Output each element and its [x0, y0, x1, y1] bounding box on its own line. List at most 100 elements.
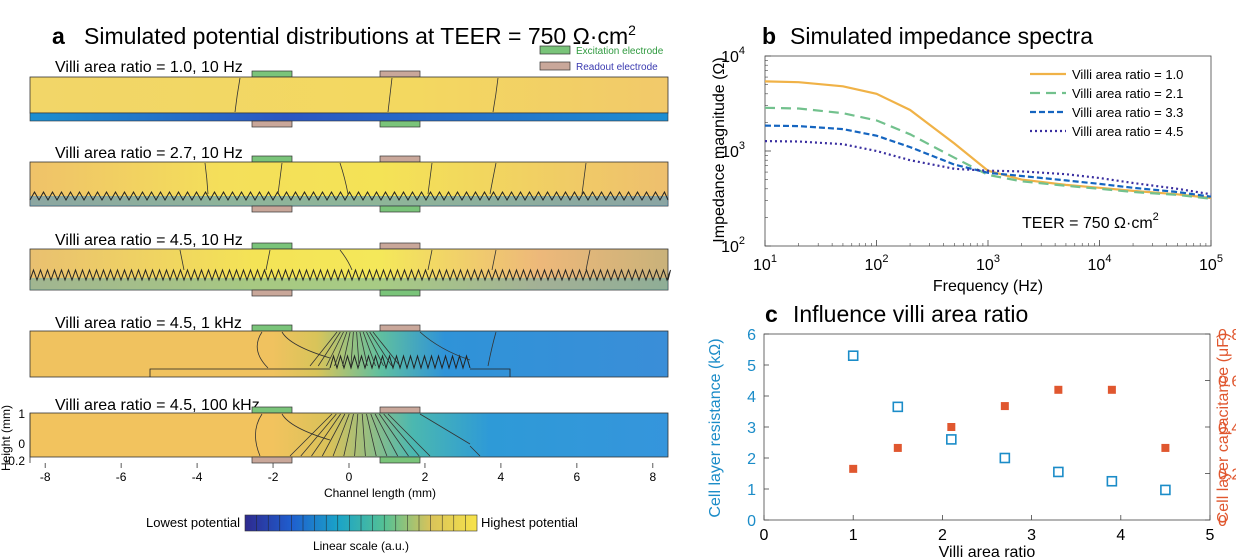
y-tick-label: 5 — [747, 358, 756, 375]
potential-subplot-2: Villi area ratio = 2.7, 10 Hz — [29, 145, 669, 213]
villi-outline — [29, 190, 669, 202]
series-line-3 — [764, 124, 1212, 198]
contour-lines — [234, 77, 499, 113]
x-tick-label: 102 — [865, 253, 889, 274]
resistance-point — [946, 434, 957, 445]
y2-tick-label: 0.2 — [1218, 467, 1236, 484]
x-tick-label: 3 — [1027, 527, 1036, 544]
readout-electrode-top — [379, 324, 421, 332]
subplot-label: Villi area ratio = 4.5, 10 Hz — [55, 232, 243, 249]
plot-frame — [763, 333, 1211, 521]
x-tick-label: 103 — [976, 253, 1000, 274]
readout-electrode-bottom — [251, 120, 293, 128]
excitation-electrode-top — [251, 324, 293, 332]
y2-tick-label: 0.8 — [1218, 327, 1236, 344]
readout-legend-swatch — [539, 61, 571, 71]
y-axis-label: Height (mm) — [0, 405, 13, 471]
x-tick-label: -4 — [192, 470, 203, 484]
y-tick-label: 0 — [18, 437, 25, 451]
x-tick-label: 2 — [422, 470, 429, 484]
colorbar: Lowest potential Highest potential Linea… — [146, 514, 578, 553]
x-tick-label: 8 — [649, 470, 656, 484]
contour-lines — [256, 331, 497, 369]
axis-ticks: 101 102 103 104 105 102 103 104 — [721, 45, 1223, 274]
x-axis-ticks: -8 -6 -4 -2 0 2 4 6 8 — [40, 463, 656, 484]
readout-electrode-top — [379, 70, 421, 78]
legend-label: Villi area ratio = 1.0 — [1072, 67, 1183, 82]
x-axis-label: Channel length (mm) — [324, 486, 436, 500]
chart-title: Simulated impedance spectra — [790, 23, 1093, 49]
electrode-legend: Excitation electrode Readout electrode — [539, 45, 664, 73]
colorbar-caption: Linear scale (a.u.) — [313, 539, 409, 553]
panel-c-letter: c — [765, 301, 778, 327]
y-tick-label: 1 — [18, 407, 25, 421]
potential-subplot-3: Villi area ratio = 4.5, 10 Hz — [29, 232, 671, 297]
subplot-label: Villi area ratio = 4.5, 100 kHz — [55, 397, 260, 414]
potential-subplot-1: Villi area ratio = 1.0, 10 Hz — [29, 59, 669, 128]
villi-layer — [30, 196, 668, 206]
excitation-electrode-top — [251, 155, 293, 163]
y-tick-label: -0.2 — [4, 454, 25, 468]
x-tick-label: 6 — [574, 470, 581, 484]
x-axis-label: Frequency (Hz) — [933, 278, 1043, 295]
readout-electrode-top — [379, 242, 421, 250]
capacitance-point — [893, 443, 902, 452]
y-tick-label: 102 — [721, 235, 745, 256]
y-tick-label: 104 — [721, 45, 745, 66]
subplot-label: Villi area ratio = 2.7, 10 Hz — [55, 145, 243, 162]
potential-subplot-4: Villi area ratio = 4.5, 1 kHz — [29, 315, 669, 378]
y2-axis-label: Cell layer capacitance (μF) — [1215, 333, 1232, 524]
capacitance-point — [849, 464, 858, 473]
colorbar-ticks — [256, 515, 466, 531]
capacitance-point — [1161, 443, 1170, 452]
capacitance-point — [947, 423, 956, 431]
y-axis-label: Impedance magnitude (Ω) — [711, 57, 728, 242]
chart-legend: Villi area ratio = 1.0 Villi area ratio =… — [1030, 67, 1183, 139]
legend-label: Villi area ratio = 4.5 — [1072, 124, 1183, 139]
excitation-electrode-bottom — [379, 205, 421, 213]
excitation-electrode-top — [251, 406, 293, 414]
x-axis-label: Villi area ratio — [939, 544, 1036, 560]
series-line-4 — [764, 140, 1212, 196]
x-tick-label: 0 — [760, 527, 769, 544]
excitation-electrode-bottom — [379, 120, 421, 128]
readout-electrode-top — [379, 406, 421, 414]
villi-outline — [29, 268, 671, 282]
resistance-point — [847, 350, 859, 362]
y-tick-label: 103 — [721, 140, 745, 161]
x-tick-label: 104 — [1088, 253, 1112, 274]
x-tick-label: 1 — [849, 527, 858, 544]
x-tick-label: 105 — [1199, 253, 1223, 274]
resistance-point — [892, 401, 904, 413]
cell-layer-outline — [149, 368, 511, 377]
panel-a-letter: a — [52, 23, 65, 49]
chart-annotation: TEER = 750 Ω·cm2 — [1022, 211, 1159, 232]
x-tick-label: -8 — [40, 470, 51, 484]
chart-title: Influence villi area ratio — [793, 301, 1028, 327]
panel-b-letter: b — [762, 23, 776, 49]
contour-lines — [204, 162, 587, 195]
y-tick-label: 0 — [747, 513, 756, 530]
y2-tick-label: 0 — [1218, 513, 1227, 530]
y-tick-label: 2 — [747, 451, 756, 468]
excitation-electrode-bottom — [379, 289, 421, 297]
resistance-point — [1053, 466, 1064, 478]
x-tick-label: 2 — [938, 527, 947, 544]
excitation-electrode-bottom — [379, 456, 421, 464]
potential-subplot-5: Villi area ratio = 4.5, 100 kHz — [29, 397, 669, 464]
capacitance-point — [1000, 402, 1009, 411]
resistance-point — [1106, 475, 1118, 487]
colorbar-low-label: Lowest potential — [146, 515, 240, 530]
x-tick-label: -2 — [268, 470, 279, 484]
panel-a-axes: 1 0 -0.2 Height (mm) -8 -6 -4 -2 0 2 4 6 8 Chann… — [0, 405, 656, 500]
readout-electrode-bottom — [251, 205, 293, 213]
y-axis-label: Cell layer resistance (kΩ) — [707, 338, 724, 517]
subplot-label: Villi area ratio = 1.0, 10 Hz — [55, 59, 243, 76]
colorbar-high-label: Highest potential — [481, 515, 578, 530]
y-tick-label: 1 — [747, 482, 756, 499]
resistance-point — [1160, 484, 1171, 496]
excitation-legend-swatch — [539, 45, 571, 55]
panel-a-title: Simulated potential distributions at TEE… — [84, 22, 636, 49]
